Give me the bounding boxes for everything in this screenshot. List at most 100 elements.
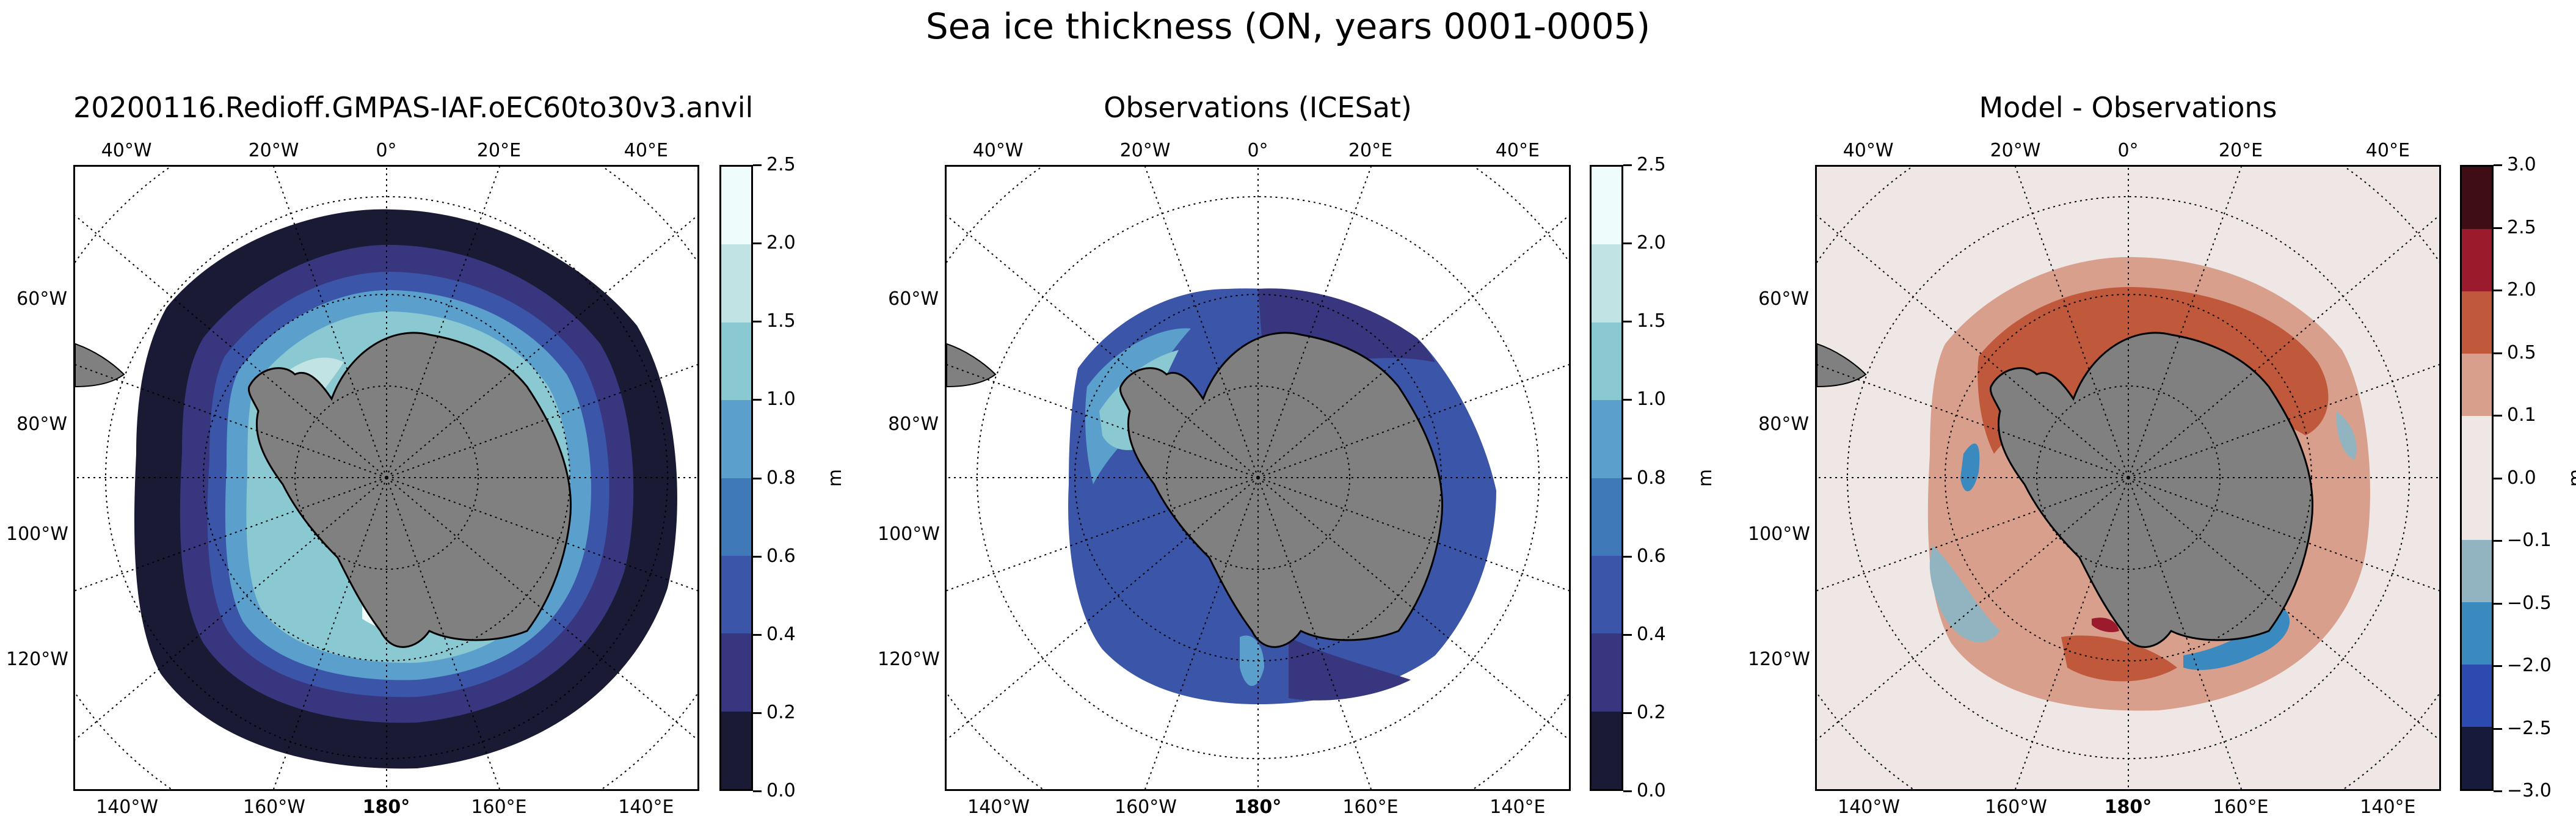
bottom-tick-label: 180°	[362, 796, 410, 818]
colorbar-tick-label: 2.5	[753, 154, 796, 175]
top-tick-label: 0°	[2117, 140, 2139, 161]
panel-title-obs: Observations (ICESat)	[1104, 91, 1412, 124]
bottom-tick-label: 160°E	[471, 796, 527, 818]
top-tick-label: 40°W	[972, 140, 1024, 161]
left-tick-label: 80°W	[888, 414, 939, 435]
colorbar-segment	[1592, 555, 1621, 634]
colorbar-tick-label: −3.0	[2494, 780, 2552, 801]
antarctica-land	[1119, 332, 1444, 648]
colorbar-tick-label: −2.5	[2494, 717, 2552, 739]
colorbar-tick-label: 0.0	[1623, 780, 1666, 801]
colorbar-tick-label: 0.5	[2494, 341, 2536, 363]
colorbar-tick-label: 0.8	[753, 467, 796, 489]
colorbar-tick-label: 0.4	[1623, 623, 1666, 645]
colorbar-segment	[1592, 400, 1621, 478]
colorbar-tick-label: 2.0	[1623, 232, 1666, 254]
top-tick-label: 40°E	[2365, 140, 2410, 161]
colorbar-tick-label: 2.0	[753, 232, 796, 254]
colorbar-tick-label: 0.0	[753, 780, 796, 801]
top-tick-label: 20°W	[248, 140, 299, 161]
colorbar-tick-label: 0.2	[1623, 701, 1666, 723]
south-america-land	[75, 343, 125, 388]
antarctica-land	[1989, 332, 2314, 648]
colorbar-tick-label: 2.5	[2494, 216, 2536, 238]
colorbar-segment	[2462, 167, 2492, 229]
top-tick-label: 40°E	[1495, 140, 1540, 161]
top-tick-label: 20°W	[1119, 140, 1171, 161]
bottom-tick-label: 140°W	[967, 796, 1030, 818]
bottom-tick-label: 140°E	[1490, 796, 1546, 818]
diff-band-neg-d	[2336, 411, 2357, 460]
left-tick-label: 80°W	[16, 414, 67, 435]
colorbar-segment	[2462, 478, 2492, 541]
bottom-tick-label: 140°E	[618, 796, 674, 818]
bottom-tick-label: 140°W	[1838, 796, 1901, 818]
top-tick-label: 40°W	[101, 140, 152, 161]
colorbar-unit-label: m	[2565, 469, 2576, 487]
colorbar-tick-label: 2.5	[1623, 154, 1666, 175]
colorbar-segment	[2462, 291, 2492, 354]
colorbar-tick-label: 1.5	[1623, 310, 1666, 332]
top-tick-label: 20°E	[1348, 140, 1393, 161]
colorbar-segment	[721, 400, 751, 478]
map-model	[73, 165, 699, 791]
colorbar-segment	[2462, 665, 2492, 727]
colorbar-segment	[721, 478, 751, 556]
colorbar-tick-label: 0.6	[1623, 545, 1666, 567]
colorbar-tick-label: −0.5	[2494, 592, 2552, 614]
colorbar-tick-label: 3.0	[2494, 154, 2536, 175]
bottom-tick-label: 160°E	[2213, 796, 2269, 818]
colorbar-segment	[2462, 602, 2492, 665]
top-tick-label: 20°E	[2218, 140, 2263, 161]
bottom-tick-label: 140°W	[96, 796, 159, 818]
colorbar-segment	[1592, 167, 1621, 245]
south-america-land	[1817, 343, 1867, 388]
left-tick-label: 100°W	[878, 523, 940, 545]
colorbar-tick-label: 0.0	[2494, 467, 2536, 489]
colorbar-segment	[721, 167, 751, 245]
colorbar-diff	[2460, 165, 2494, 791]
colorbar-tick-label: 0.4	[753, 623, 796, 645]
colorbar-segment	[2462, 727, 2492, 789]
ice-band-0.2-0.4-east	[1289, 637, 1411, 701]
top-tick-label: 20°E	[476, 140, 522, 161]
left-tick-label: 60°W	[888, 288, 939, 310]
antarctica-land	[247, 332, 572, 648]
colorbar-segment	[2462, 228, 2492, 291]
colorbar-segment	[721, 633, 751, 712]
colorbar-segment	[2462, 540, 2492, 603]
bottom-tick-label: 160°E	[1342, 796, 1399, 818]
bottom-tick-label: 160°W	[243, 796, 305, 818]
top-tick-label: 0°	[376, 140, 397, 161]
colorbar-tick-label: 2.0	[2494, 279, 2536, 301]
colorbar-segment	[721, 711, 751, 789]
top-tick-label: 20°W	[1990, 140, 2041, 161]
colorbar-segment	[1592, 244, 1621, 322]
colorbar-tick-label: −0.1	[2494, 530, 2552, 551]
left-tick-label: 120°W	[6, 648, 68, 670]
colorbar-segment	[721, 555, 751, 634]
left-tick-label: 100°W	[1748, 523, 1810, 545]
colorbar-unit-label: m	[824, 468, 846, 487]
colorbar-segment	[2462, 353, 2492, 416]
colorbar-tick-label: 1.0	[753, 388, 796, 410]
colorbar-segment	[1592, 322, 1621, 401]
left-tick-label: 60°W	[16, 288, 67, 310]
bottom-tick-label: 160°W	[1985, 796, 2047, 818]
colorbar-segment	[1592, 633, 1621, 712]
diff-band-0.5-2.0-b	[2061, 635, 2177, 682]
colorbar-segment	[1592, 478, 1621, 556]
diff-band-neg	[1960, 443, 1980, 492]
colorbar-segment	[721, 322, 751, 401]
map-obs	[945, 165, 1571, 791]
bottom-tick-label: 180°	[2104, 796, 2152, 818]
panel-title-model: 20200116.Redioff.GMPAS-IAF.oEC60to30v3.a…	[73, 91, 754, 124]
left-tick-label: 120°W	[878, 648, 940, 670]
colorbar-tick-label: 0.8	[1623, 467, 1666, 489]
figure-title: Sea ice thickness (ON, years 0001-0005)	[925, 5, 1651, 47]
colorbar-unit-label: m	[1695, 468, 1717, 487]
south-america-land	[947, 343, 997, 388]
colorbar-segment	[1592, 711, 1621, 789]
map-diff	[1815, 165, 2441, 791]
colorbar-obs	[1590, 165, 1623, 791]
